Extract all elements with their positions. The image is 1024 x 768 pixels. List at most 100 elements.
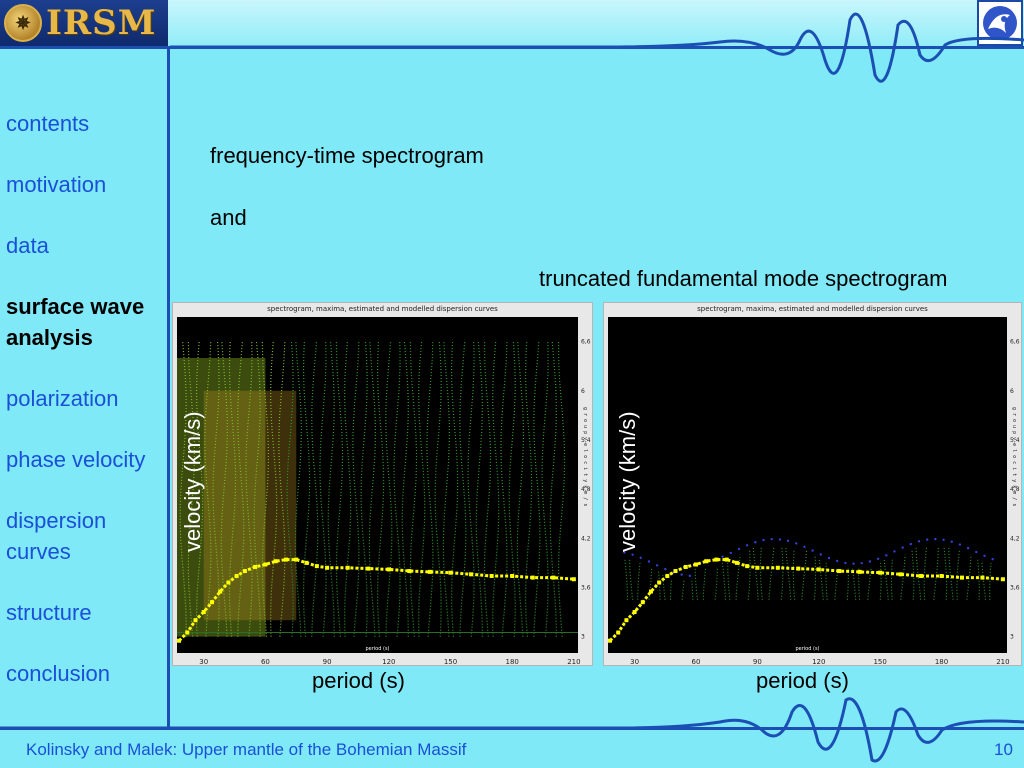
dispersion-point	[724, 557, 729, 562]
right-spectrogram-panel: spectrogram, maxima, estimated and model…	[603, 302, 1022, 666]
institute-logo-icon[interactable]	[977, 0, 1023, 46]
dispersion-point	[775, 565, 780, 570]
left-spectrogram-panel: spectrogram, maxima, estimated and model…	[172, 302, 593, 666]
dispersion-point	[263, 562, 268, 567]
sidebar-item-structure[interactable]: structure	[6, 600, 92, 625]
y-axis-label-small: g r o u p v e l o c i t y k m / s	[1011, 407, 1017, 506]
dispersion-point	[796, 566, 801, 571]
dispersion-point	[201, 610, 206, 615]
y-axis-label-small: g r o u p v e l o c i t y k m / s	[582, 407, 588, 506]
sidebar-item-contents[interactable]: contents	[6, 111, 90, 136]
dispersion-point	[325, 565, 330, 570]
sidebar-item-polarization[interactable]: polarization	[6, 386, 119, 411]
dispersion-point	[640, 600, 645, 605]
dispersion-point	[469, 572, 474, 577]
dispersion-point	[193, 618, 198, 623]
y-tick-label: 6	[1010, 388, 1014, 395]
y-tick-label: 5,4	[581, 437, 591, 444]
y-tick-label: 4,2	[1010, 535, 1020, 542]
dispersion-point	[234, 573, 239, 578]
x-tick-label: 60	[261, 658, 270, 666]
x-tick-label: 150	[873, 658, 886, 666]
footer-citation: Kolinsky and Malek: Upper mantle of the …	[26, 740, 467, 759]
dispersion-point	[624, 618, 629, 623]
dispersion-point	[939, 573, 944, 578]
dispersion-point	[837, 569, 842, 574]
dispersion-point	[665, 573, 670, 578]
dispersion-point	[427, 569, 432, 574]
spectrogram-dots	[177, 341, 578, 637]
y-tick-label: 3	[581, 634, 585, 641]
dispersion-point	[714, 557, 719, 562]
emblem-icon: ✵	[4, 4, 42, 42]
dispersion-point	[294, 557, 299, 562]
logo-text: IRSM	[46, 3, 157, 43]
dispersion-point	[755, 565, 760, 570]
dispersion-point	[704, 559, 709, 564]
x-tick-label: 90	[323, 658, 332, 666]
dispersion-point	[616, 630, 621, 635]
y-tick-label: 3,6	[1010, 584, 1020, 591]
sidebar-nav: contents motivation data surface wave analy…	[6, 108, 166, 719]
dispersion-point	[185, 630, 190, 635]
dispersion-point	[209, 600, 214, 605]
dispersion-point	[878, 570, 883, 575]
x-tick-label: 210	[996, 658, 1009, 666]
sidebar-item-motivation[interactable]: motivation	[6, 172, 107, 197]
dispersion-point	[608, 638, 613, 643]
dispersion-point	[304, 560, 309, 565]
dispersion-point	[980, 575, 985, 580]
dispersion-point	[177, 638, 182, 643]
caption-line-2: and	[210, 205, 247, 230]
y-tick-label: 4,2	[581, 535, 591, 542]
irsm-logo[interactable]: ✵ IRSM	[0, 0, 168, 46]
sidebar-item-dispersion-curves[interactable]: dispersion curves	[6, 508, 107, 564]
dispersion-point	[283, 557, 288, 562]
y-tick-label: 4,8	[1010, 486, 1020, 493]
dispersion-point	[745, 564, 750, 569]
sidebar-item-phase-velocity[interactable]: phase velocity	[6, 447, 146, 472]
x-tick-label: 180	[935, 658, 948, 666]
dispersion-point	[218, 589, 223, 594]
top-divider	[0, 46, 1024, 49]
dispersion-point	[386, 567, 391, 572]
dispersion-point	[551, 575, 556, 580]
dispersion-point	[657, 580, 662, 585]
x-axis-label-small: period (s)	[795, 646, 819, 652]
left-spectrogram-plot: 30 60 90 120 150 180 210 3 3,6 4,2 4,8 5,4 6 6,6 perio…	[177, 317, 591, 666]
y-tick-label: 6,6	[581, 339, 591, 346]
sidebar-item-surface-wave-analysis[interactable]: surface wave analysis	[6, 294, 145, 350]
header-bar: ✵ IRSM	[0, 0, 1024, 48]
x-tick-label: 150	[444, 658, 457, 666]
x-tick-label: 180	[506, 658, 519, 666]
dispersion-point	[734, 560, 739, 565]
page-number: 10	[994, 740, 1013, 759]
dispersion-point	[253, 564, 258, 569]
dispersion-point	[345, 565, 350, 570]
dispersion-point	[816, 567, 821, 572]
x-tick-label: 120	[812, 658, 825, 666]
dispersion-point	[448, 570, 453, 575]
right-period-label: period (s)	[756, 668, 849, 693]
x-axis-label-small: period (s)	[365, 646, 389, 652]
dispersion-point	[510, 573, 515, 578]
x-tick-label: 90	[753, 658, 762, 666]
dispersion-point	[242, 569, 247, 574]
left-plot-title: spectrogram, maxima, estimated and model…	[267, 305, 498, 313]
dispersion-point	[1000, 577, 1005, 582]
y-tick-label: 6,6	[1010, 339, 1020, 346]
y-tick-label: 3,6	[581, 584, 591, 591]
dispersion-point	[314, 564, 319, 569]
y-tick-label: 6	[581, 388, 585, 395]
x-tick-label: 30	[199, 658, 208, 666]
dispersion-point	[673, 569, 678, 574]
sidebar-item-data[interactable]: data	[6, 233, 49, 258]
dispersion-point	[683, 564, 688, 569]
dispersion-point	[226, 580, 231, 585]
left-velocity-label: velocity (km/s)	[180, 411, 205, 552]
dispersion-point	[857, 569, 862, 574]
plot-area	[608, 317, 1007, 653]
sidebar-item-conclusion[interactable]: conclusion	[6, 661, 110, 686]
dispersion-point	[366, 566, 371, 571]
x-tick-label: 30	[630, 658, 639, 666]
